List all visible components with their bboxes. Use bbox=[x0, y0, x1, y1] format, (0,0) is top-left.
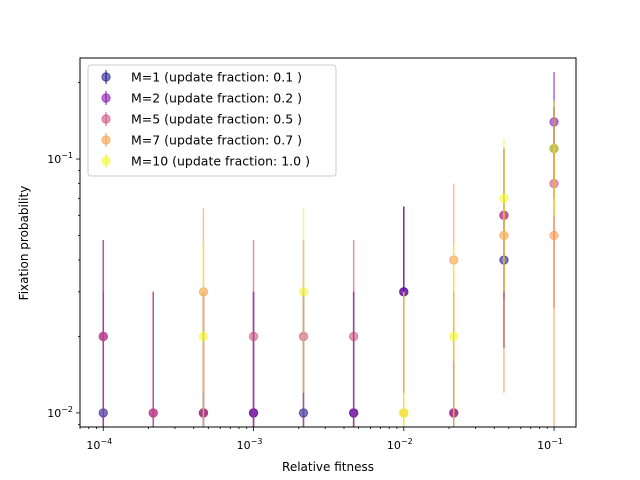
legend-label: M=10 (update fraction: 1.0 ) bbox=[131, 154, 310, 169]
x-tick-label: 10−3 bbox=[237, 437, 263, 452]
legend-entry: M=7 (update fraction: 0.7 ) bbox=[101, 133, 302, 148]
legend-marker bbox=[101, 156, 111, 166]
data-point bbox=[248, 331, 259, 342]
legend-entry: M=10 (update fraction: 1.0 ) bbox=[101, 154, 310, 169]
data-point bbox=[549, 230, 559, 241]
plot-area bbox=[98, 72, 559, 427]
legend-label: M=7 (update fraction: 0.7 ) bbox=[131, 133, 302, 148]
axes-frame bbox=[79, 57, 577, 428]
x-tick-label: 10−4 bbox=[86, 437, 112, 452]
y-axis: 10−2 10−1 bbox=[47, 82, 80, 425]
x-axis: 10−4 10−3 10−2 10−1 bbox=[79, 427, 563, 452]
data-point bbox=[449, 331, 459, 342]
legend-label: M=5 (update fraction: 0.5 ) bbox=[131, 112, 302, 127]
y-tick-label: 10−2 bbox=[47, 405, 73, 420]
data-point bbox=[499, 193, 509, 204]
legend-entry: M=1 (update fraction: 0.1 ) bbox=[101, 70, 302, 85]
data-point bbox=[298, 287, 309, 297]
legend-entry: M=2 (update fraction: 0.2 ) bbox=[101, 91, 302, 106]
legend-marker bbox=[101, 72, 111, 82]
y-axis-label: Fixation probability bbox=[17, 186, 31, 301]
data-point bbox=[399, 408, 409, 418]
data-point bbox=[148, 408, 158, 418]
legend-label: M=2 (update fraction: 0.2 ) bbox=[131, 91, 302, 106]
legend-marker bbox=[101, 135, 111, 145]
x-tick-label: 10−1 bbox=[537, 437, 563, 452]
data-point bbox=[549, 143, 559, 154]
x-axis-label: Relative fitness bbox=[282, 460, 374, 474]
y-tick-label: 10−1 bbox=[47, 151, 73, 166]
legend-box bbox=[87, 64, 337, 177]
legend-marker bbox=[101, 114, 111, 124]
legend-label: M=1 (update fraction: 0.1 ) bbox=[131, 70, 302, 85]
series-5 bbox=[198, 100, 559, 427]
legend-entry: M=5 (update fraction: 0.5 ) bbox=[101, 112, 302, 127]
data-point bbox=[98, 331, 108, 342]
x-tick-label: 10−2 bbox=[387, 437, 413, 452]
data-point bbox=[348, 331, 359, 342]
legend: M=1 (update fraction: 0.1 ) M=2 (update f… bbox=[87, 64, 337, 177]
legend-marker bbox=[101, 93, 111, 103]
data-point bbox=[198, 331, 209, 342]
